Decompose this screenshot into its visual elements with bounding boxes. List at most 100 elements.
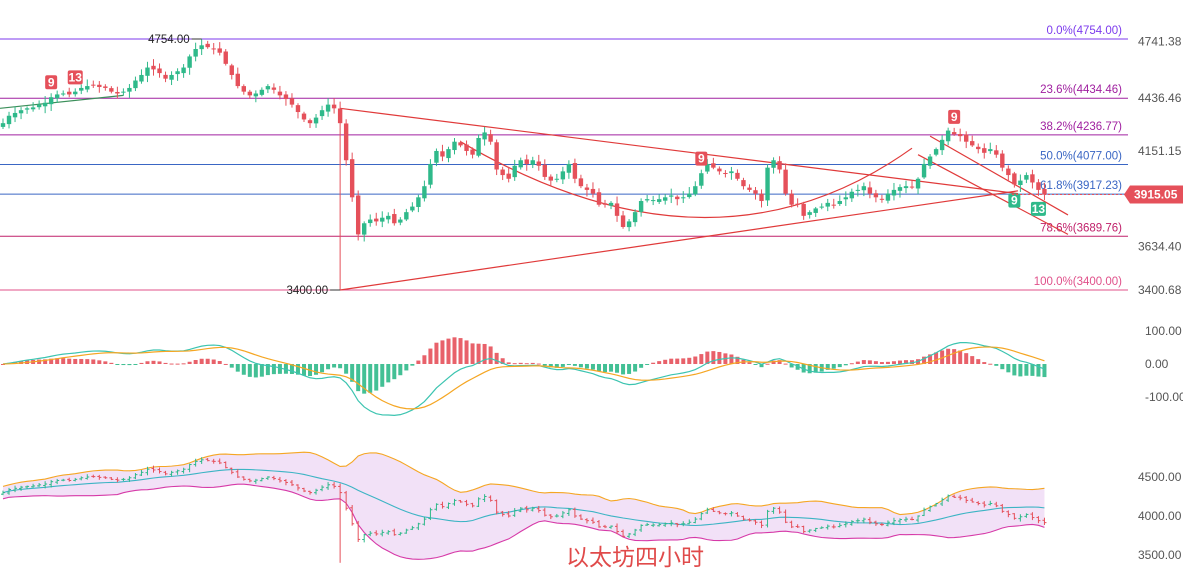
candle-body — [957, 134, 963, 137]
candle-body — [711, 163, 716, 168]
bollinger-upper-line — [2, 451, 1045, 516]
candle-body — [121, 91, 126, 93]
macd-histogram-bar — [181, 363, 186, 365]
macd-histogram-bar — [639, 364, 644, 368]
macd-histogram-bar — [976, 359, 981, 364]
candle-body — [235, 73, 240, 87]
candle-body — [283, 94, 289, 100]
candle-body — [921, 163, 927, 178]
macd-histogram-bar — [302, 364, 306, 376]
macd-histogram-bar — [109, 362, 114, 364]
candle-body — [145, 67, 150, 76]
macd-histogram-bar — [241, 364, 246, 375]
macd-histogram-bar — [590, 364, 595, 370]
candle-body — [199, 45, 204, 50]
low-price-label: 3400.00 — [287, 285, 329, 297]
fibonacci-retracement: 0.0%(4754.00) 23.6%(4434.46) 38.2%(4236.77… — [0, 25, 1128, 291]
candle-body — [614, 203, 620, 216]
macd-histogram-bar — [488, 346, 493, 364]
candle-body — [139, 74, 144, 82]
macd-histogram-bar — [928, 354, 933, 364]
candle-body — [386, 215, 391, 220]
candle-body — [368, 219, 373, 224]
bb-tick-0: 4500.00 — [1138, 470, 1182, 484]
macd-histogram-bar — [265, 364, 270, 376]
macd-histogram-bar — [73, 358, 78, 364]
price-tick-1: 4436.46 — [1138, 91, 1182, 105]
macd-panel: 100.00 0.00 -100.00 — [1, 324, 1183, 416]
candle-body — [951, 132, 957, 135]
macd-histogram-bar — [332, 364, 337, 368]
price-tick-4: 3400.68 — [1138, 283, 1182, 297]
macd-histogram-bar — [175, 363, 180, 365]
candle-body — [765, 167, 770, 201]
candle-body — [289, 98, 295, 105]
macd-histogram-bar — [891, 361, 896, 364]
macd-histogram-bar — [163, 362, 168, 364]
macd-histogram-bar — [879, 362, 884, 364]
candle-body — [440, 151, 445, 157]
candle-body — [903, 186, 909, 189]
macd-histogram-bar — [729, 354, 734, 364]
candle-body — [994, 150, 999, 155]
candle-body — [313, 117, 319, 124]
candle-body — [747, 187, 752, 190]
macd-histogram-bar — [807, 364, 812, 374]
fib-label-1: 23.6%(4434.46) — [1040, 84, 1122, 96]
macd-histogram-bar — [982, 362, 987, 364]
candle-body — [61, 93, 66, 95]
macd-histogram-bar — [524, 363, 529, 365]
macd-histogram-bar — [747, 362, 752, 364]
td-marker-4 — [1008, 193, 1021, 208]
macd-histogram-bar — [295, 364, 300, 375]
macd-histogram-bar — [1018, 364, 1023, 377]
candle-body — [584, 187, 590, 190]
macd-histogram-bar — [223, 363, 228, 365]
macd-histogram-bar — [970, 356, 975, 364]
bb-tick-1: 4000.00 — [1138, 509, 1182, 523]
macd-dif-line — [2, 341, 1045, 416]
candle-body — [927, 156, 933, 166]
macd-histogram-bar — [843, 364, 848, 366]
macd-histogram-bar — [958, 350, 963, 364]
macd-histogram-bar — [867, 360, 872, 364]
macd-histogram-bar — [49, 358, 54, 364]
macd-histogram-bar — [994, 364, 999, 366]
bollinger-lower-line — [2, 483, 1045, 560]
candle-body — [861, 186, 867, 191]
macd-histogram-bar — [801, 364, 806, 373]
macd-histogram-bar — [1030, 364, 1035, 376]
candle-body — [819, 206, 824, 208]
candle-body — [187, 56, 192, 68]
candle-body — [789, 193, 794, 205]
bollinger-panel: 4500.00 4000.00 3500.00 — [1, 451, 1182, 563]
macd-histogram-bar — [946, 348, 951, 364]
td-marker-text-5: 13 — [1032, 202, 1046, 216]
candle-body — [644, 199, 650, 201]
candle-body — [915, 178, 921, 189]
macd-histogram-bar — [621, 364, 626, 375]
macd-histogram-bar — [657, 361, 662, 364]
macd-histogram-bar — [464, 340, 469, 364]
candle-body — [524, 159, 529, 164]
macd-histogram-bar — [542, 364, 547, 366]
macd-histogram-bar — [777, 360, 782, 364]
macd-histogram-bar — [693, 356, 698, 364]
macd-histogram-bar — [789, 364, 794, 368]
macd-histogram-bar — [572, 364, 577, 366]
candle-body — [1018, 180, 1023, 186]
macd-histogram-bar — [422, 355, 427, 364]
macd-histogram-bar — [753, 364, 758, 365]
candle-body — [404, 212, 409, 220]
candle-body — [729, 171, 734, 174]
candle-body — [24, 108, 30, 110]
macd-histogram-bar — [97, 360, 102, 364]
macd-histogram-bar — [338, 364, 343, 369]
td-marker-2 — [695, 151, 708, 166]
candle-body — [590, 188, 596, 194]
candle-body — [897, 187, 903, 191]
candle-body — [343, 123, 349, 161]
candle-body — [620, 215, 626, 227]
macd-histogram-bar — [446, 338, 451, 364]
fib-label-5: 78.6%(3689.76) — [1040, 222, 1122, 234]
